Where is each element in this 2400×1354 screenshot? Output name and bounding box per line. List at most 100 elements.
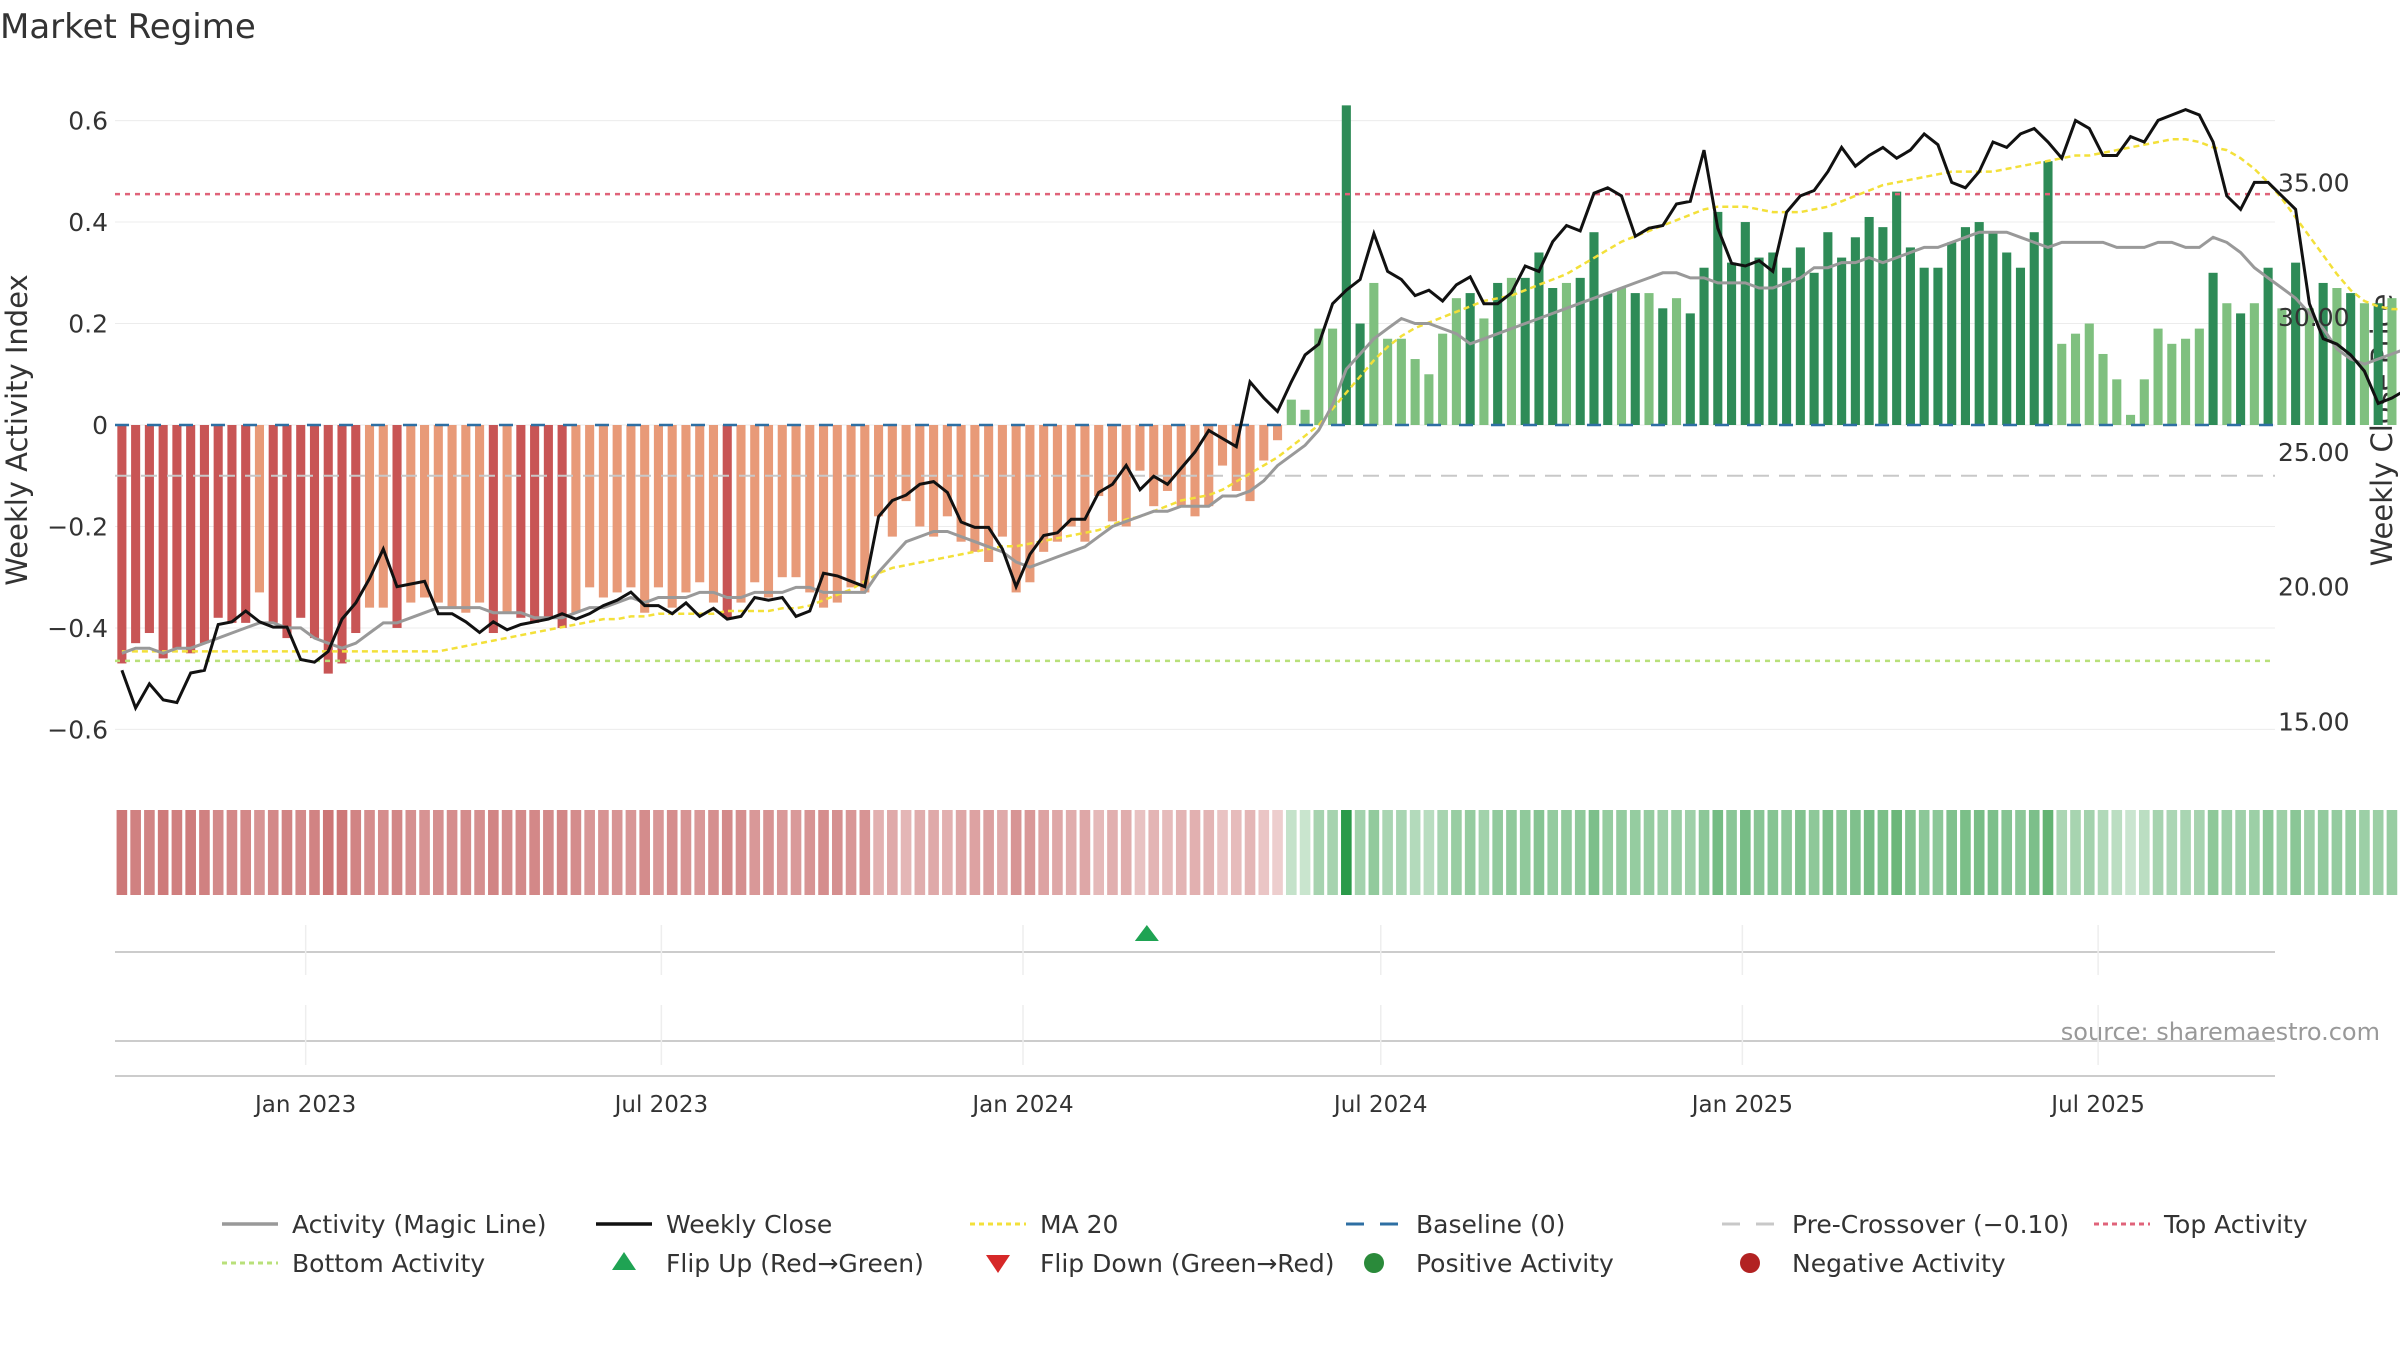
activity-bar [543, 425, 553, 618]
legend-label: MA 20 [1040, 1210, 1118, 1239]
weekly-close-line [120, 107, 2400, 712]
regime-strip-cell [157, 810, 169, 895]
x-tick-label: Jul 2025 [2049, 1092, 2145, 1118]
activity-bar [887, 425, 897, 537]
activity-bar [1603, 293, 1613, 425]
activity-bar [1575, 277, 1585, 425]
legend-swatch [612, 1252, 636, 1270]
regime-strip-cell [1643, 810, 1655, 895]
activity-bar [750, 425, 760, 583]
regime-strip-cell [1850, 810, 1861, 895]
regime-strip-cell [969, 810, 981, 895]
regime-strip-cell [2345, 810, 2356, 895]
regime-strip-cell [763, 810, 774, 895]
x-tick-label: Jan 2023 [253, 1092, 356, 1118]
activity-bar [296, 425, 306, 618]
activity-bar [571, 425, 581, 613]
activity-bar [2249, 303, 2259, 425]
activity-bar [1328, 328, 1338, 425]
regime-strip-cell [1327, 810, 1338, 895]
regime-strip-cell [2317, 810, 2329, 895]
activity-bar [1589, 232, 1599, 425]
activity-bar [502, 425, 512, 613]
regime-strip-cell [2152, 810, 2164, 895]
regime-strip-cell [2359, 810, 2370, 895]
activity-bar [2263, 267, 2273, 425]
activity-bar [1465, 293, 1475, 425]
legend-label: Pre-Crossover (−0.10) [1792, 1210, 2069, 1239]
regime-strip-cell [1451, 810, 1462, 895]
regime-strip-cell [598, 810, 609, 895]
activity-bar [1066, 425, 1076, 527]
regime-strip-cell [2207, 810, 2219, 895]
activity-bar [1341, 105, 1351, 425]
activity-bar [557, 425, 567, 628]
activity-bar [1355, 323, 1365, 425]
regime-strip-cell [1588, 810, 1600, 895]
regime-strip-cell [377, 810, 389, 895]
y-ticks-left: −0.6 −0.4 −0.2 0 0.2 0.4 0.6 [47, 107, 108, 745]
activity-bar [1795, 247, 1805, 425]
regime-strip-cell [1423, 810, 1435, 895]
regime-strip-cell [831, 810, 843, 895]
activity-bar [1424, 374, 1434, 425]
regime-strip-cell [433, 810, 444, 895]
activity-bar [1988, 232, 1998, 425]
reference-lines [115, 192, 2275, 663]
y-ticks-right: 15.00 20.00 25.00 30.00 35.00 [2278, 168, 2350, 736]
regime-strip-cell [1354, 810, 1366, 895]
activity-bar [1107, 425, 1117, 522]
regime-strip-cell [928, 810, 939, 895]
activity-bar [530, 425, 540, 623]
activity-bar [598, 425, 608, 598]
activity-bar [1960, 227, 1970, 425]
regime-strip-cell [1822, 810, 1834, 895]
activity-bar [2318, 282, 2328, 425]
activity-bar [2112, 379, 2122, 425]
regime-strip-cell [1313, 810, 1325, 895]
regime-strip-cell [1808, 810, 1820, 895]
x-tick-label: Jul 2024 [1332, 1092, 1428, 1118]
regime-strip-cell [1341, 810, 1352, 895]
activity-bar [1878, 227, 1888, 425]
activity-bar [612, 425, 622, 593]
activity-bar [516, 425, 526, 618]
activity-bar [860, 425, 870, 593]
activity-bar [653, 425, 663, 588]
activity-bar [378, 425, 388, 608]
y-tick-label-left: −0.2 [47, 512, 108, 541]
activity-bar [1052, 425, 1062, 542]
activity-bar [158, 425, 168, 659]
regime-strip-cell [254, 810, 265, 895]
regime-strip-cell [1038, 810, 1049, 895]
dot-panel [115, 1005, 2275, 1065]
regime-strip-cell [1877, 810, 1889, 895]
regime-strip-cell [2249, 810, 2260, 895]
activity-bar [942, 425, 952, 517]
legend-label: Flip Up (Red→Green) [666, 1249, 924, 1278]
activity-bar [832, 425, 842, 603]
regime-strip-cell [488, 810, 499, 895]
activity-bar [2332, 288, 2342, 425]
y-tick-label-right: 15.00 [2278, 707, 2350, 736]
regime-strip-cell [1024, 810, 1036, 895]
regime-strip-cell [322, 810, 334, 895]
regime-strip-cell [1918, 810, 1930, 895]
regime-strip-cell [1767, 810, 1779, 895]
activity-bar [1162, 425, 1173, 491]
regime-strip-cell [914, 810, 926, 895]
activity-bar [1190, 425, 1200, 517]
regime-strip-cell [790, 810, 802, 895]
regime-strip-cell [2015, 810, 2026, 895]
activity-bar [475, 425, 485, 603]
activity-bar [2222, 303, 2232, 425]
regime-strip-cell [1010, 810, 1022, 895]
activity-bar [254, 425, 265, 593]
activity-bar [447, 425, 457, 608]
regime-strip-cell [1863, 810, 1875, 895]
magic-line [121, 230, 2400, 655]
regime-strip-cell [419, 810, 430, 895]
regime-strip-cell [1671, 810, 1682, 895]
regime-strip-cell [1464, 810, 1476, 895]
activity-bar [1438, 333, 1448, 425]
